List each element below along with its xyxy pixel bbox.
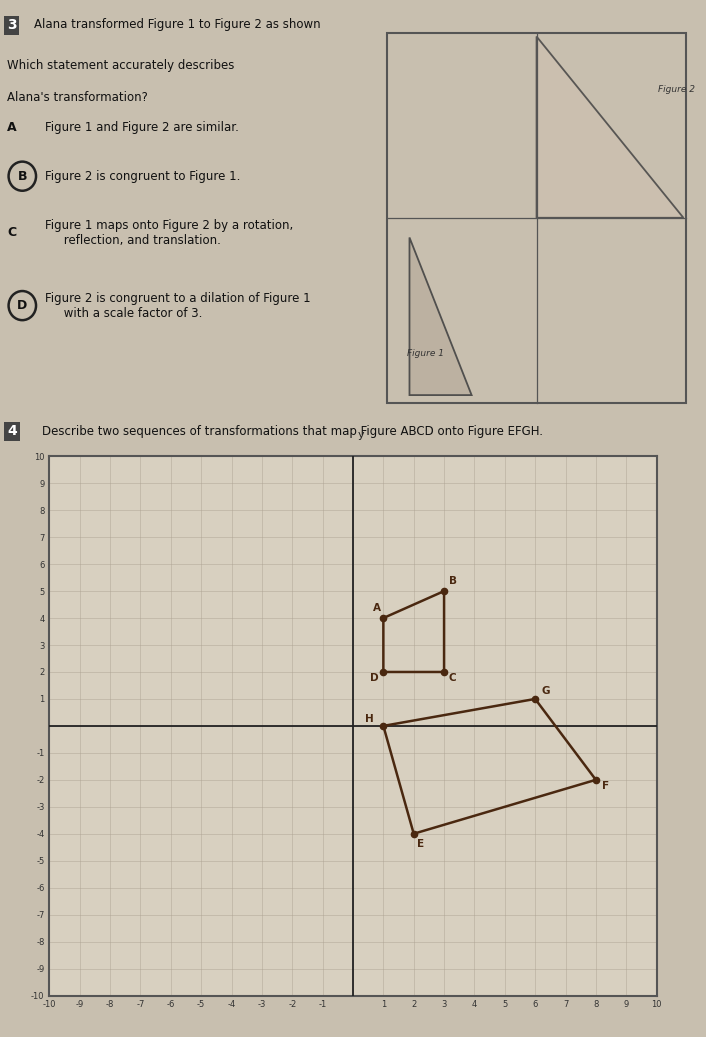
Text: Figure 2 is congruent to Figure 1.: Figure 2 is congruent to Figure 1. — [45, 170, 241, 183]
Text: Figure 1 maps onto Figure 2 by a rotation,
     reflection, and translation.: Figure 1 maps onto Figure 2 by a rotatio… — [45, 219, 294, 247]
Text: E: E — [417, 839, 424, 849]
Text: D: D — [17, 299, 28, 312]
Text: A: A — [7, 121, 17, 134]
Text: H: H — [365, 713, 374, 724]
Text: Alana's transformation?: Alana's transformation? — [7, 91, 148, 105]
Text: C: C — [7, 226, 16, 240]
Text: Figure 2 is congruent to a dilation of Figure 1
     with a scale factor of 3.: Figure 2 is congruent to a dilation of F… — [45, 291, 311, 319]
Polygon shape — [537, 36, 683, 218]
Text: D: D — [370, 673, 378, 683]
Text: C: C — [448, 673, 456, 683]
Text: y: y — [357, 430, 364, 440]
Text: F: F — [602, 781, 609, 791]
Text: Figure 1: Figure 1 — [407, 348, 443, 358]
Text: Figure 2: Figure 2 — [658, 85, 695, 93]
Text: 4: 4 — [7, 424, 17, 439]
Text: 3: 3 — [7, 19, 17, 32]
Text: A: A — [373, 604, 381, 613]
Text: Alana transformed Figure 1 to Figure 2 as shown: Alana transformed Figure 1 to Figure 2 a… — [34, 19, 321, 31]
Polygon shape — [409, 237, 472, 395]
Text: B: B — [18, 170, 27, 183]
Text: G: G — [542, 685, 550, 696]
Text: B: B — [448, 577, 457, 586]
Text: Which statement accurately describes: Which statement accurately describes — [7, 59, 234, 72]
Text: Describe two sequences of transformations that map Figure ABCD onto Figure EFGH.: Describe two sequences of transformation… — [42, 425, 543, 438]
Text: Figure 1 and Figure 2 are similar.: Figure 1 and Figure 2 are similar. — [45, 121, 239, 134]
